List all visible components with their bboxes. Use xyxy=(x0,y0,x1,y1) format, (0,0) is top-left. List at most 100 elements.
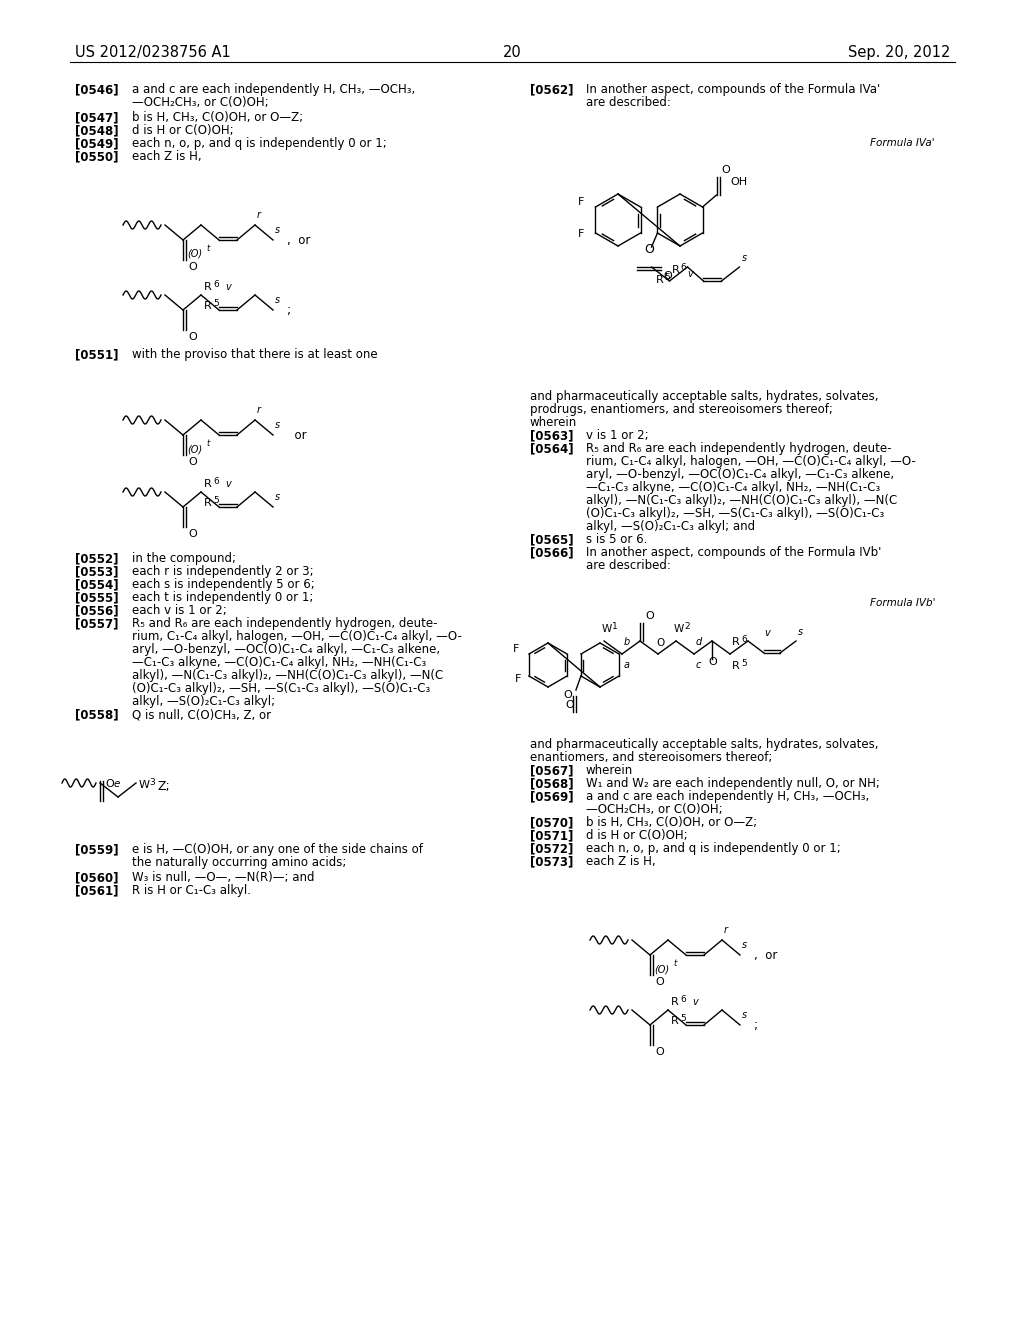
Text: [0568]: [0568] xyxy=(530,777,573,789)
Text: s: s xyxy=(275,224,281,235)
Text: 2: 2 xyxy=(684,622,689,631)
Text: or: or xyxy=(287,429,306,442)
Text: d is H or C(O)OH;: d is H or C(O)OH; xyxy=(132,124,233,137)
Text: (O): (O) xyxy=(654,964,670,974)
Text: W₁ and W₂ are each independently null, O, or NH;: W₁ and W₂ are each independently null, O… xyxy=(586,777,880,789)
Text: s: s xyxy=(741,253,746,263)
Text: are described:: are described: xyxy=(586,558,671,572)
Text: [0561]: [0561] xyxy=(75,884,119,898)
Text: OH: OH xyxy=(730,177,748,187)
Text: F: F xyxy=(515,675,521,684)
Text: [0552]: [0552] xyxy=(75,552,119,565)
Text: 1: 1 xyxy=(612,622,617,631)
Text: Sep. 20, 2012: Sep. 20, 2012 xyxy=(848,45,950,59)
Text: R: R xyxy=(732,638,739,647)
Text: alkyl), —N(C₁-C₃ alkyl)₂, —NH(C(O)C₁-C₃ alkyl), —N(C: alkyl), —N(C₁-C₃ alkyl)₂, —NH(C(O)C₁-C₃ … xyxy=(132,669,443,682)
Text: v is 1 or 2;: v is 1 or 2; xyxy=(586,429,648,442)
Text: R: R xyxy=(671,997,679,1007)
Text: wherein: wherein xyxy=(530,416,578,429)
Text: each v is 1 or 2;: each v is 1 or 2; xyxy=(132,605,226,616)
Text: O: O xyxy=(188,333,197,342)
Text: O: O xyxy=(188,529,197,539)
Text: d is H or C(O)OH;: d is H or C(O)OH; xyxy=(586,829,688,842)
Text: 3: 3 xyxy=(150,777,155,787)
Text: ,  or: , or xyxy=(754,949,777,962)
Text: s is 5 or 6.: s is 5 or 6. xyxy=(586,533,647,546)
Text: W₃ is null, —O—, —N(R)—; and: W₃ is null, —O—, —N(R)—; and xyxy=(132,871,314,884)
Text: aryl, —O-benzyl, —OC(O)C₁-C₄ alkyl, —C₁-C₃ alkene,: aryl, —O-benzyl, —OC(O)C₁-C₄ alkyl, —C₁-… xyxy=(132,643,440,656)
Text: [0566]: [0566] xyxy=(530,546,573,558)
Text: e: e xyxy=(114,779,121,789)
Text: 6: 6 xyxy=(213,280,219,289)
Text: 5: 5 xyxy=(741,659,746,668)
Text: O: O xyxy=(708,657,717,667)
Text: alkyl), —N(C₁-C₃ alkyl)₂, —NH(C(O)C₁-C₃ alkyl), —N(C: alkyl), —N(C₁-C₃ alkyl)₂, —NH(C(O)C₁-C₃ … xyxy=(586,494,897,507)
Text: 6: 6 xyxy=(213,477,219,486)
Text: [0565]: [0565] xyxy=(530,533,573,546)
Text: v: v xyxy=(764,628,770,638)
Text: ,  or: , or xyxy=(287,234,310,247)
Text: R: R xyxy=(204,498,212,508)
Text: b is H, CH₃, C(O)OH, or O—Z;: b is H, CH₃, C(O)OH, or O—Z; xyxy=(132,111,303,124)
Text: [0559]: [0559] xyxy=(75,843,119,855)
Text: O: O xyxy=(664,271,672,281)
Text: each r is independently 2 or 3;: each r is independently 2 or 3; xyxy=(132,565,313,578)
Text: r: r xyxy=(257,210,261,220)
Text: d: d xyxy=(696,638,702,647)
Text: each Z is H,: each Z is H, xyxy=(586,855,655,869)
Text: each s is independently 5 or 6;: each s is independently 5 or 6; xyxy=(132,578,314,591)
Text: alkyl, —S(O)₂C₁-C₃ alkyl; and: alkyl, —S(O)₂C₁-C₃ alkyl; and xyxy=(586,520,755,533)
Text: [0567]: [0567] xyxy=(530,764,573,777)
Text: [0549]: [0549] xyxy=(75,137,119,150)
Text: O: O xyxy=(188,261,197,272)
Text: [0573]: [0573] xyxy=(530,855,573,869)
Text: [0546]: [0546] xyxy=(75,83,119,96)
Text: t: t xyxy=(673,960,676,968)
Text: v: v xyxy=(225,479,230,488)
Text: 6: 6 xyxy=(741,635,746,644)
Text: [0571]: [0571] xyxy=(530,829,573,842)
Text: F: F xyxy=(513,644,519,653)
Text: In another aspect, compounds of the Formula IVa': In another aspect, compounds of the Form… xyxy=(586,83,881,96)
Text: [0547]: [0547] xyxy=(75,111,119,124)
Text: 20: 20 xyxy=(503,45,521,59)
Text: O: O xyxy=(655,1047,664,1057)
Text: a and c are each independently H, CH₃, —OCH₃,: a and c are each independently H, CH₃, —… xyxy=(586,789,869,803)
Text: 6: 6 xyxy=(681,263,686,272)
Text: O: O xyxy=(655,977,664,987)
Text: alkyl, —S(O)₂C₁-C₃ alkyl;: alkyl, —S(O)₂C₁-C₃ alkyl; xyxy=(132,696,275,708)
Text: c: c xyxy=(696,660,701,671)
Text: a: a xyxy=(624,660,630,671)
Text: O: O xyxy=(722,165,730,176)
Text: R: R xyxy=(204,479,212,488)
Text: R: R xyxy=(671,1016,679,1026)
Text: F: F xyxy=(578,197,584,207)
Text: s: s xyxy=(798,627,803,638)
Text: v: v xyxy=(687,269,693,279)
Text: a and c are each independently H, CH₃, —OCH₃,: a and c are each independently H, CH₃, —… xyxy=(132,83,416,96)
Text: US 2012/0238756 A1: US 2012/0238756 A1 xyxy=(75,45,230,59)
Text: in the compound;: in the compound; xyxy=(132,552,236,565)
Text: O: O xyxy=(188,457,197,467)
Text: rium, C₁-C₄ alkyl, halogen, —OH, —C(O)C₁-C₄ alkyl, —O-: rium, C₁-C₄ alkyl, halogen, —OH, —C(O)C₁… xyxy=(132,630,462,643)
Text: [0550]: [0550] xyxy=(75,150,119,162)
Text: wherein: wherein xyxy=(586,764,633,777)
Text: O: O xyxy=(645,611,653,620)
Text: [0564]: [0564] xyxy=(530,442,573,455)
Text: ;: ; xyxy=(754,1019,758,1032)
Text: W: W xyxy=(674,624,684,634)
Text: b: b xyxy=(624,638,630,647)
Text: [0560]: [0560] xyxy=(75,871,119,884)
Text: O: O xyxy=(644,243,654,256)
Text: O: O xyxy=(105,779,114,789)
Text: 6: 6 xyxy=(680,995,686,1005)
Text: —OCH₂CH₃, or C(O)OH;: —OCH₂CH₃, or C(O)OH; xyxy=(132,96,268,110)
Text: 5: 5 xyxy=(680,1014,686,1023)
Text: Q is null, C(O)CH₃, Z, or: Q is null, C(O)CH₃, Z, or xyxy=(132,708,271,721)
Text: Formula IVa': Formula IVa' xyxy=(870,139,935,148)
Text: r: r xyxy=(257,405,261,414)
Text: —C₁-C₃ alkyne, —C(O)C₁-C₄ alkyl, NH₂, —NH(C₁-C₃: —C₁-C₃ alkyne, —C(O)C₁-C₄ alkyl, NH₂, —N… xyxy=(586,480,881,494)
Text: s: s xyxy=(275,420,281,430)
Text: are described:: are described: xyxy=(586,96,671,110)
Text: s: s xyxy=(275,294,281,305)
